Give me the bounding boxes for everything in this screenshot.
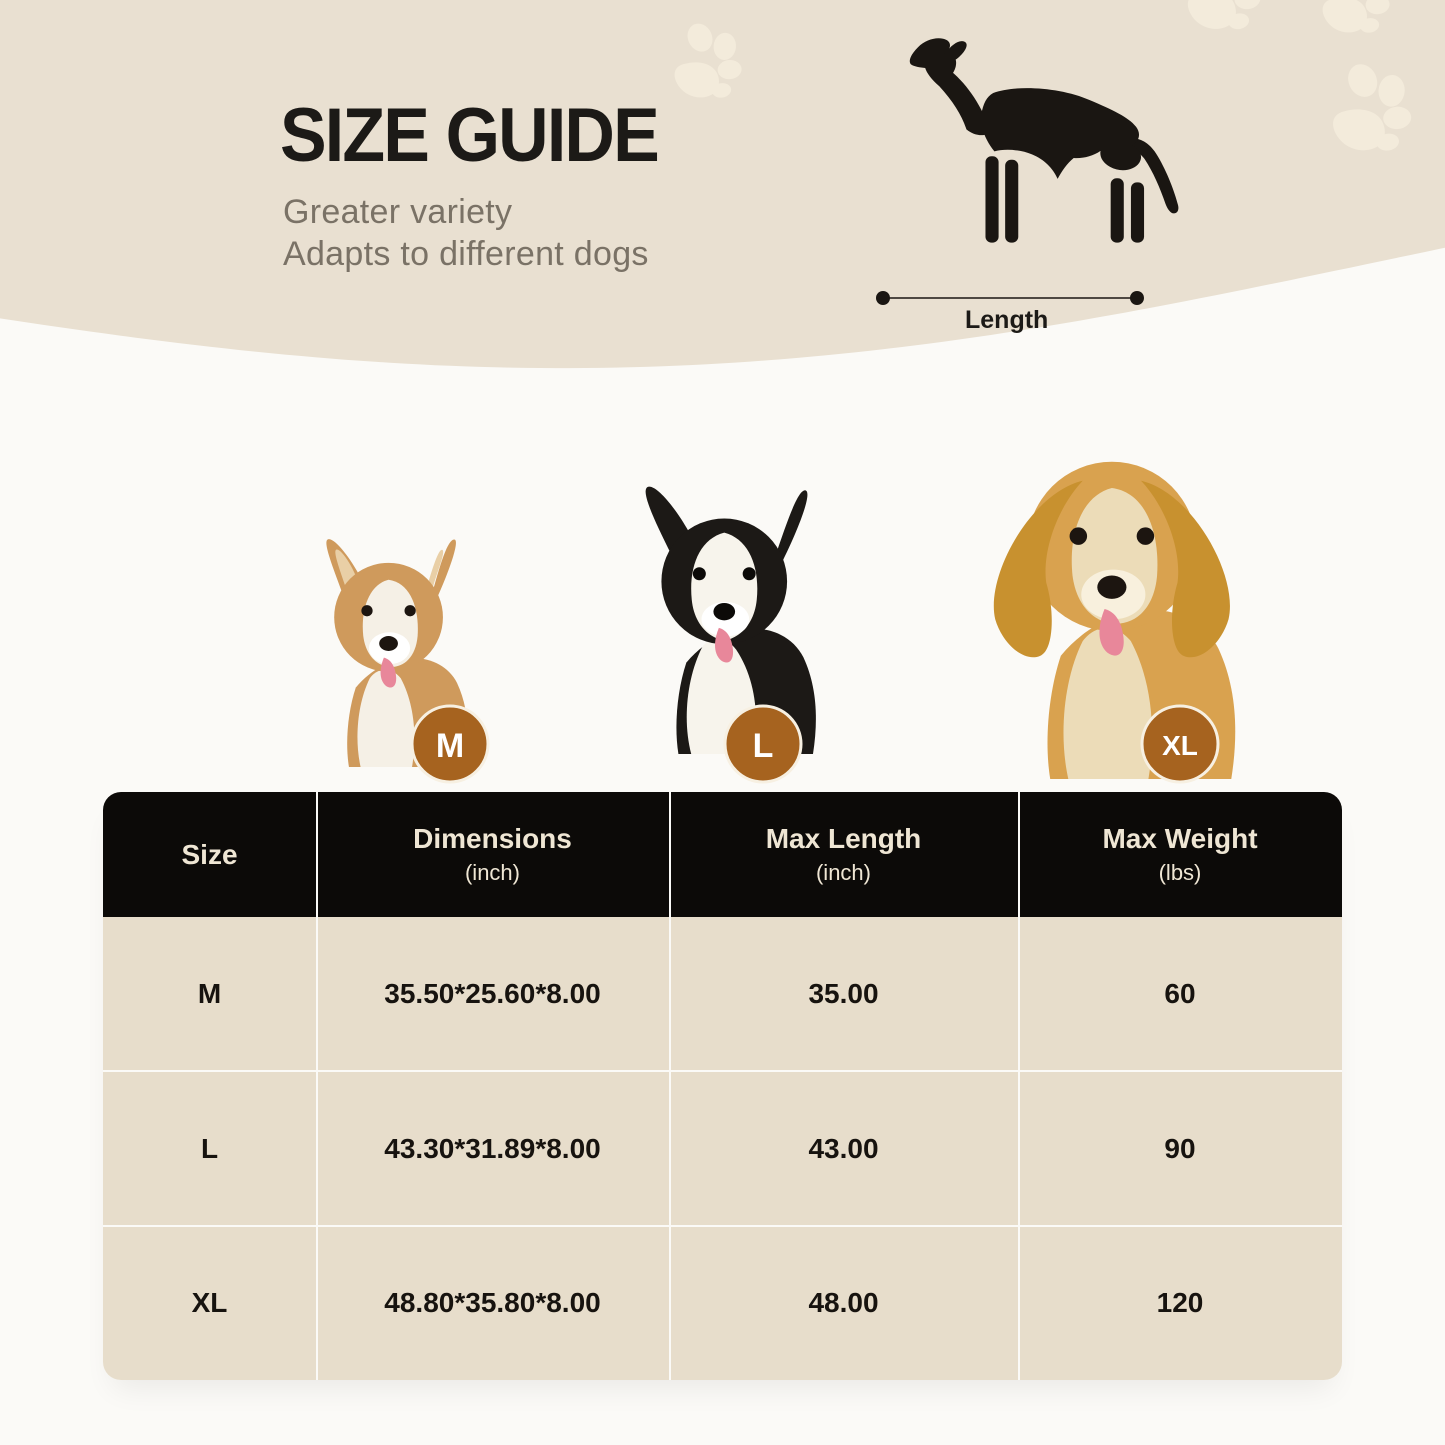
svg-text:XL: XL <box>1162 730 1198 761</box>
svg-text:L: L <box>753 727 774 765</box>
svg-text:M: M <box>436 727 464 765</box>
